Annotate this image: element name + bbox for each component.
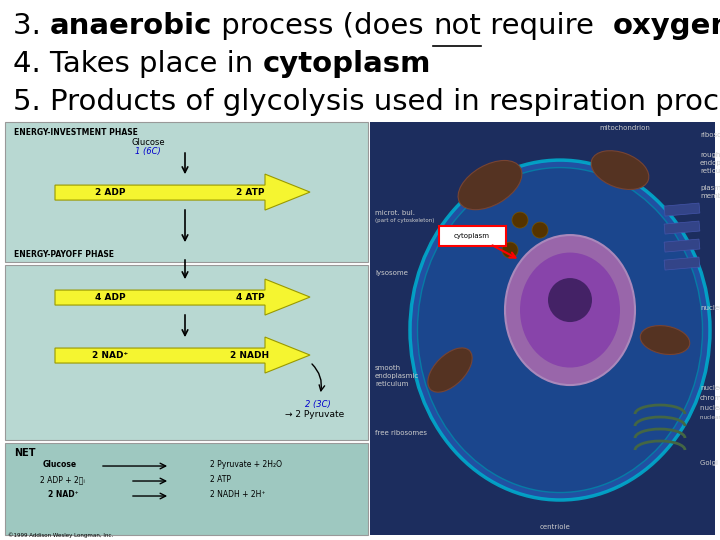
Text: nucleolus: nucleolus <box>700 385 720 391</box>
Ellipse shape <box>458 160 522 210</box>
Bar <box>664 257 700 270</box>
Text: anaerobic: anaerobic <box>50 11 212 39</box>
Text: process (does: process (does <box>212 11 433 39</box>
Bar <box>664 203 700 216</box>
Text: 3.: 3. <box>13 11 50 39</box>
Text: nuclear envelope: nuclear envelope <box>700 415 720 420</box>
Text: rough: rough <box>700 152 720 158</box>
Text: 2 (3C): 2 (3C) <box>305 400 330 409</box>
Bar <box>664 239 700 252</box>
Circle shape <box>502 242 518 258</box>
Text: 4. Takes place in: 4. Takes place in <box>13 50 263 78</box>
Text: 4 ADP: 4 ADP <box>95 293 125 301</box>
Text: 2 ADP: 2 ADP <box>95 187 125 197</box>
Text: 2 NAD⁺: 2 NAD⁺ <box>48 490 78 499</box>
Text: 2 Pyruvate + 2H₂O: 2 Pyruvate + 2H₂O <box>210 460 282 469</box>
Ellipse shape <box>505 235 635 385</box>
Polygon shape <box>55 337 310 373</box>
Text: 4 ATP: 4 ATP <box>235 293 264 301</box>
Text: (part of cytoskeleton): (part of cytoskeleton) <box>375 218 434 223</box>
Text: reticulum: reticulum <box>375 381 408 387</box>
Text: ©1999 Addison Wesley Longman, Inc.: ©1999 Addison Wesley Longman, Inc. <box>8 532 113 538</box>
Text: Golgi complex: Golgi complex <box>700 460 720 466</box>
Text: cytoplasm: cytoplasm <box>454 233 490 239</box>
Text: centriole: centriole <box>539 524 570 530</box>
Text: → 2 Pyruvate: → 2 Pyruvate <box>285 410 344 419</box>
Bar <box>664 221 700 234</box>
Ellipse shape <box>410 160 710 500</box>
Ellipse shape <box>640 326 690 354</box>
Text: 5. Products of glycolysis used in respiration process.: 5. Products of glycolysis used in respir… <box>13 88 720 116</box>
Text: 2 NADH: 2 NADH <box>230 350 269 360</box>
Polygon shape <box>55 279 310 315</box>
Text: free ribosomes: free ribosomes <box>375 430 427 436</box>
Text: chromatin: chromatin <box>700 395 720 401</box>
Text: cytoplasm: cytoplasm <box>263 50 431 78</box>
Circle shape <box>532 222 548 238</box>
Polygon shape <box>55 174 310 210</box>
Ellipse shape <box>418 167 703 492</box>
Text: oxygen: oxygen <box>613 11 720 39</box>
Text: ribosome: ribosome <box>700 132 720 138</box>
Text: smooth: smooth <box>375 365 401 371</box>
Text: 2 NAD⁺: 2 NAD⁺ <box>92 350 128 360</box>
Text: ENERGY-PAYOFF PHASE: ENERGY-PAYOFF PHASE <box>14 250 114 259</box>
Circle shape <box>548 278 592 322</box>
Text: endoplasmic: endoplasmic <box>375 373 419 379</box>
Text: 2 NADH + 2H⁺: 2 NADH + 2H⁺ <box>210 490 266 499</box>
Text: mitochondrion: mitochondrion <box>600 125 650 131</box>
Text: endoplasmic: endoplasmic <box>700 160 720 166</box>
Ellipse shape <box>428 348 472 392</box>
Text: lysosome: lysosome <box>375 270 408 276</box>
Ellipse shape <box>591 151 649 190</box>
Text: NET: NET <box>14 448 35 458</box>
Bar <box>370 122 715 535</box>
Text: plasma: plasma <box>700 185 720 191</box>
Text: not: not <box>433 11 481 39</box>
Text: 2 ATP: 2 ATP <box>210 475 231 484</box>
Bar <box>5 443 368 535</box>
Text: membrane: membrane <box>700 193 720 199</box>
Text: ENERGY-INVESTMENT PHASE: ENERGY-INVESTMENT PHASE <box>14 128 138 137</box>
Text: require: require <box>481 11 613 39</box>
Text: 2 ADP + 2ⓟᵢ: 2 ADP + 2ⓟᵢ <box>40 475 85 484</box>
FancyBboxPatch shape <box>439 226 506 246</box>
Text: reticulum: reticulum <box>700 168 720 174</box>
Text: nucleus: nucleus <box>700 305 720 311</box>
Text: 1 (6C): 1 (6C) <box>135 147 161 156</box>
Text: microt. bul.: microt. bul. <box>375 210 415 216</box>
Text: Glucose: Glucose <box>43 460 77 469</box>
Bar <box>5 122 368 262</box>
Bar <box>5 265 368 440</box>
Ellipse shape <box>520 253 620 368</box>
Text: Glucose: Glucose <box>131 138 165 147</box>
Text: nuclear pore: nuclear pore <box>700 405 720 411</box>
Circle shape <box>512 212 528 228</box>
Text: 2 ATP: 2 ATP <box>235 187 264 197</box>
